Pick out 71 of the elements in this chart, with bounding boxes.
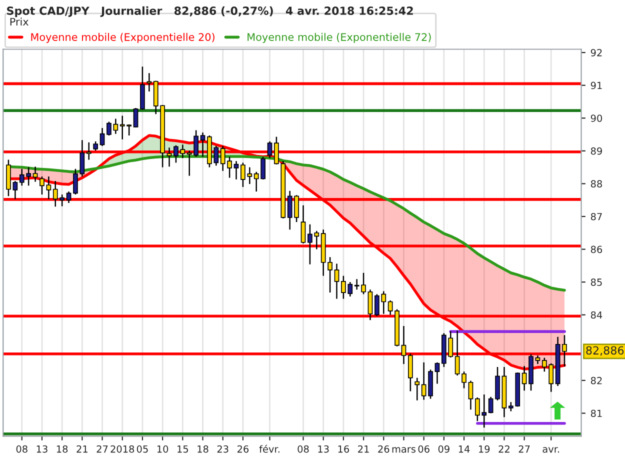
x-tick-label: 26 bbox=[378, 445, 390, 453]
candlestick bbox=[46, 176, 52, 200]
x-tick-label: 16 bbox=[338, 445, 350, 453]
candlestick bbox=[421, 362, 426, 400]
candlestick bbox=[495, 366, 500, 402]
x-tick-label: mars bbox=[392, 447, 416, 453]
candlestick bbox=[234, 160, 239, 180]
candlestick bbox=[454, 330, 460, 376]
candlestick bbox=[32, 166, 38, 182]
x-tick-label: 09 bbox=[438, 445, 450, 453]
y-tick-label: 86 bbox=[590, 246, 602, 254]
chart-title: Spot CAD/JPY Journalier 82,886 (-0,27%) 4 avr. 2018 16:25:42 bbox=[7, 6, 413, 18]
candlestick bbox=[468, 380, 474, 410]
y-tick-label: 88 bbox=[590, 180, 602, 188]
candlestick bbox=[166, 146, 172, 168]
y-tick-label: 92 bbox=[590, 49, 602, 56]
candlestick bbox=[146, 72, 152, 92]
y-tick-label: 84 bbox=[590, 311, 602, 319]
x-tick-label: 21 bbox=[358, 445, 369, 453]
y-tick-label: 90 bbox=[590, 114, 602, 122]
candlestick bbox=[408, 352, 413, 392]
candlestick bbox=[267, 140, 272, 159]
y-tick-label: 82 bbox=[590, 376, 602, 384]
candlestick bbox=[93, 140, 98, 152]
legend-label: Moyenne mobile (Exponentielle 20) bbox=[31, 32, 214, 43]
legend-title: Prix bbox=[10, 18, 28, 26]
x-tick-label: 13 bbox=[318, 445, 329, 453]
x-tick-label: 2018 bbox=[110, 445, 134, 453]
x-tick-label: 05 bbox=[136, 445, 148, 453]
candlestick bbox=[133, 107, 138, 128]
x-tick-label: 06 bbox=[418, 445, 430, 453]
y-tick-label: 89 bbox=[590, 147, 602, 155]
y-tick-label: 81 bbox=[590, 410, 602, 418]
candlestick bbox=[200, 132, 206, 158]
x-tick-label: 27 bbox=[518, 445, 530, 453]
x-tick-label: 22 bbox=[498, 445, 510, 453]
candlestick bbox=[86, 142, 92, 160]
candlestick bbox=[522, 365, 527, 392]
x-tick-label: 26 bbox=[237, 445, 249, 453]
x-tick-label: 08 bbox=[16, 445, 28, 453]
x-tick-label: 13 bbox=[36, 445, 48, 453]
candlestick bbox=[12, 180, 18, 200]
x-tick-label: 14 bbox=[458, 445, 470, 453]
x-tick-label: 10 bbox=[157, 445, 168, 453]
y-tick-label: 85 bbox=[590, 278, 602, 286]
x-tick-label: 23 bbox=[217, 445, 228, 453]
candlestick bbox=[66, 190, 72, 204]
candlestick bbox=[414, 377, 420, 402]
candlestick bbox=[462, 370, 466, 389]
candlestick bbox=[562, 334, 567, 367]
candlestick bbox=[401, 325, 406, 365]
y-tick-label: 91 bbox=[590, 82, 602, 90]
candlestick bbox=[368, 288, 373, 321]
x-tick-label: 15 bbox=[178, 445, 188, 453]
text: 82,886 bbox=[586, 346, 624, 356]
x-tick-label: 18 bbox=[56, 445, 68, 453]
candlestick bbox=[334, 263, 340, 300]
candlestick bbox=[434, 362, 440, 384]
legend-label: Moyenne mobile (Exponentielle 72) bbox=[248, 32, 431, 43]
x-tick-label: 08 bbox=[298, 445, 309, 453]
x-tick-label: avr. bbox=[542, 447, 560, 453]
candlestick bbox=[488, 396, 494, 414]
candlestick bbox=[40, 176, 44, 196]
x-tick-label: févr. bbox=[259, 444, 280, 453]
x-tick-label: 27 bbox=[96, 445, 108, 453]
x-tick-label: 18 bbox=[198, 445, 208, 453]
x-tick-label: 19 bbox=[478, 445, 490, 453]
candlestick bbox=[300, 204, 306, 244]
candlestick bbox=[100, 127, 105, 147]
x-tick-label: 21 bbox=[76, 445, 88, 453]
y-tick-label: 87 bbox=[590, 212, 602, 220]
